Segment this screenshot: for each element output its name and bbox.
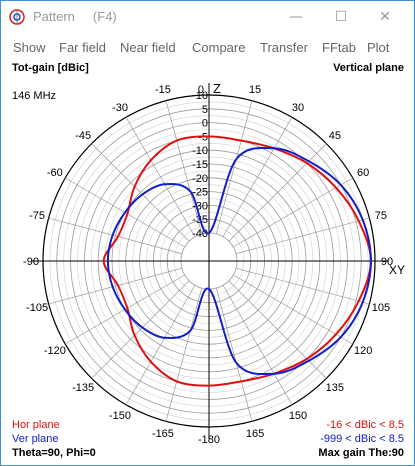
angle-tick-label: 75 xyxy=(375,210,387,222)
pattern-app-icon xyxy=(9,9,25,25)
legend-ver-range: -999 < dBic < 8.5 xyxy=(320,433,404,445)
menu-bar: Show Far field Near field Compare Transf… xyxy=(1,34,414,58)
angle-tick-label: -165 xyxy=(152,428,174,440)
xy-axis-label: XY xyxy=(389,263,405,277)
window-title-name: Pattern xyxy=(33,9,75,24)
grid-spoke xyxy=(235,217,370,255)
grid-spoke xyxy=(48,267,183,305)
theta-phi-label: Theta=90, Phi=0 xyxy=(12,447,96,459)
angle-tick-label: 30 xyxy=(292,102,304,114)
angle-tick-label: -150 xyxy=(109,410,131,422)
grid-spoke xyxy=(222,285,293,405)
angle-tick-label: 165 xyxy=(246,428,264,440)
z-axis-label: Z xyxy=(213,81,221,96)
radial-tick-label: -10 xyxy=(192,145,208,157)
angle-tick-label: -90 xyxy=(23,256,39,268)
radial-tick-label: 0 xyxy=(202,118,208,130)
grid-spoke xyxy=(233,274,353,345)
radial-tick-label: 10 xyxy=(196,90,208,102)
angle-tick-label: 90 xyxy=(381,256,393,268)
close-button[interactable]: ✕ xyxy=(379,9,391,25)
frequency-label: 146 MHz xyxy=(12,90,57,102)
legend-hor-range: -16 < dBic < 8.5 xyxy=(326,419,404,431)
angle-tick-label: 60 xyxy=(357,167,369,179)
menu-transfer[interactable]: Transfer xyxy=(260,40,308,55)
angle-tick-label: 45 xyxy=(329,130,341,142)
grid-spoke xyxy=(125,117,196,237)
radial-tick-label: 5 xyxy=(202,104,208,116)
max-gain-label: Max gain The:90 xyxy=(318,447,404,459)
plane-label: Vertical plane xyxy=(333,62,404,74)
grid-spoke xyxy=(125,285,196,405)
polar-plot: 153045607590105120135150165-180-165-150-… xyxy=(23,81,405,446)
menu-far-field[interactable]: Far field xyxy=(59,40,106,55)
radial-tick-label: -15 xyxy=(192,159,208,171)
angle-tick-label: -180 xyxy=(198,434,220,446)
angle-tick-label: -60 xyxy=(47,167,63,179)
title-bar[interactable]: Pattern (F4) — ☐ ✕ xyxy=(1,1,414,32)
radial-tick-label: -40 xyxy=(192,228,208,240)
grid-spoke xyxy=(215,100,253,235)
legend-ver-label: Ver plane xyxy=(12,433,59,445)
menu-fftab[interactable]: FFtab xyxy=(322,40,356,55)
radial-tick-label: -20 xyxy=(192,173,208,185)
angle-tick-label: 150 xyxy=(289,410,307,422)
angle-tick-label: 15 xyxy=(249,84,261,96)
angle-tick-label: 0 xyxy=(198,84,204,96)
angle-tick-label: -75 xyxy=(29,210,45,222)
angle-tick-label: 105 xyxy=(372,302,390,314)
pattern-plot-area: 15 30 45 60 75 90 105 120 135 150 165 -180 -165 -150-… xyxy=(1,58,414,465)
grid-spoke xyxy=(215,287,253,422)
grid-spoke xyxy=(222,117,293,237)
minimize-button[interactable]: — xyxy=(289,9,303,25)
grid-spoke xyxy=(165,100,203,235)
angle-tick-label: -120 xyxy=(44,345,66,357)
grid-spoke xyxy=(228,143,327,242)
angle-tick-label: -30 xyxy=(112,102,128,114)
legend-hor-label: Hor plane xyxy=(12,419,60,431)
gain-unit-label: Tot-gain [dBic] xyxy=(12,62,89,74)
menu-near-field[interactable]: Near field xyxy=(120,40,176,55)
grid-spoke xyxy=(235,267,370,305)
angle-tick-label: -45 xyxy=(75,130,91,142)
hor-plane-curve xyxy=(102,135,372,387)
menu-compare[interactable]: Compare xyxy=(192,40,246,55)
window-title: Pattern (F4) xyxy=(33,9,117,24)
menu-plot[interactable]: Plot xyxy=(367,40,390,55)
grid-spoke xyxy=(165,287,203,422)
grid-spoke xyxy=(91,143,190,242)
grid-spoke xyxy=(233,177,353,248)
grid-spoke xyxy=(228,280,327,379)
angle-tick-label: -15 xyxy=(155,84,171,96)
grid-spoke xyxy=(91,280,190,379)
menu-show[interactable]: Show xyxy=(13,40,46,55)
angle-tick-label: 120 xyxy=(354,345,372,357)
ver-plane-curve xyxy=(106,146,372,376)
radial-tick-label: -25 xyxy=(192,187,208,199)
angle-tick-label: 135 xyxy=(326,382,344,394)
window-hotkey: (F4) xyxy=(92,9,117,24)
angle-tick-label: -105 xyxy=(26,302,48,314)
grid-spoke xyxy=(48,217,183,255)
angle-tick-label: -135 xyxy=(72,382,94,394)
maximize-button[interactable]: ☐ xyxy=(334,9,348,25)
